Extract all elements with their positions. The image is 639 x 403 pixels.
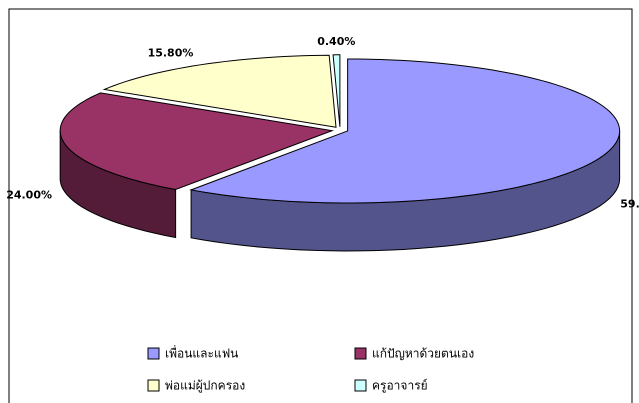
legend-label: แก้ปัญหาด้วยตนเอง	[372, 347, 474, 361]
legend-swatch	[354, 347, 367, 360]
data-label: 59.70%	[620, 198, 639, 211]
legend-label: ครูอาจารย์	[372, 379, 428, 394]
legend-swatch	[147, 347, 160, 360]
data-label: 15.80%	[148, 47, 194, 60]
legend-label: เพื่อนและแฟน	[165, 345, 238, 361]
slice	[59, 92, 335, 191]
data-label: 24.00%	[6, 189, 52, 202]
data-label: 0.40%	[317, 35, 355, 48]
legend-swatch	[147, 379, 160, 392]
slice	[332, 54, 341, 127]
frame	[8, 8, 633, 403]
slice	[102, 54, 337, 128]
slice	[189, 58, 621, 204]
legend-swatch	[354, 379, 367, 392]
legend-label: พ่อแม่ผู้ปกครอง	[165, 379, 245, 394]
